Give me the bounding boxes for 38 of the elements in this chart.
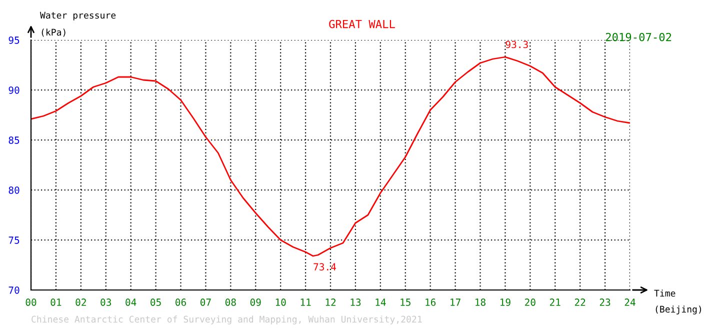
y-tick-label: 95: [8, 36, 20, 44]
x-tick-label: 09: [250, 298, 261, 306]
x-tick-label: 16: [426, 298, 436, 306]
x-tick-label: 10: [276, 298, 286, 306]
x-tick-label: 01: [50, 298, 62, 306]
line-series: [31, 56, 630, 257]
x-tick-label: 14: [376, 298, 386, 306]
x-tick-label: 24: [624, 298, 636, 306]
x-tick-label: 12: [326, 298, 336, 306]
x-tick-label: 03: [100, 298, 111, 306]
annotation: 93.3: [506, 40, 528, 48]
y-tick-label: 75: [8, 236, 20, 244]
x-tick-label: 07: [200, 298, 211, 306]
y-tick-label: 85: [8, 136, 20, 144]
x-tick-label: 17: [450, 298, 460, 306]
x-tick-label: 23: [600, 298, 610, 306]
x-tick-label: 20: [525, 298, 536, 306]
chart-title: GREAT WALL: [329, 20, 395, 28]
y-tick-label: 80: [8, 186, 20, 194]
x-tick-label: 22: [574, 298, 586, 306]
x-tick-label: 19: [500, 298, 510, 306]
annotation: 73.4: [314, 263, 336, 271]
x-tick-label: 02: [76, 298, 86, 306]
x-tick-label: 05: [150, 298, 161, 306]
y-tick-label: 90: [8, 86, 20, 94]
x-tick-label: 15: [400, 298, 410, 306]
y-tick-label: 70: [8, 286, 20, 294]
x-tick-label: 00: [26, 298, 36, 306]
x-tick-label: 08: [225, 298, 236, 306]
y-axis-title: Water pressure (kPa): [40, 12, 116, 37]
x-tick-label: 06: [176, 298, 186, 306]
x-tick-label: 18: [476, 298, 486, 306]
x-axis-title: Time (Beijing): [654, 290, 702, 314]
x-tick-label: 11: [300, 298, 311, 306]
x-tick-label: 04: [126, 298, 136, 306]
x-tick-label: 21: [550, 298, 560, 306]
chart-subtitle: 2019-07-02: [606, 32, 672, 42]
x-tick-label: 13: [350, 298, 361, 306]
